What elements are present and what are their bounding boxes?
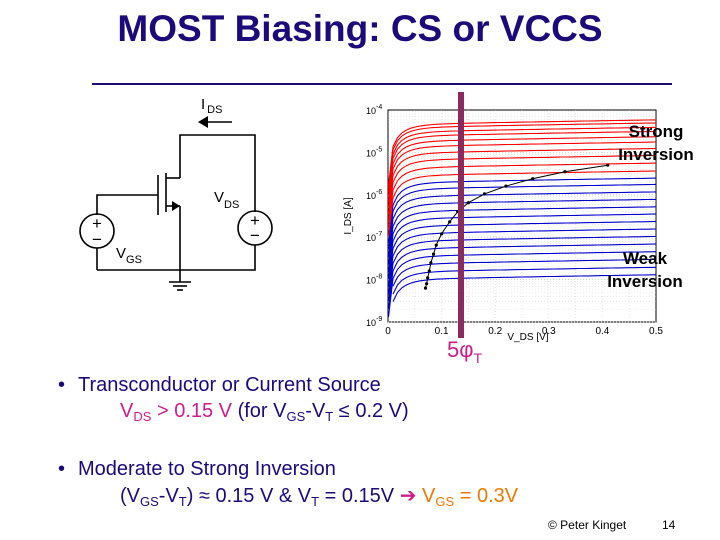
saturation-boundary	[425, 164, 608, 289]
iv-curve	[387, 162, 657, 229]
plot-ticks: 0 0.1 0.2 0.3 0.4 0.5 10-9 10-8 10-7 10-6 10-5 10-4	[366, 104, 663, 337]
drain-wire	[179, 134, 256, 212]
boundary-marker	[531, 177, 535, 181]
boundary-marker	[429, 261, 433, 265]
vgs-plus-sign: +	[92, 214, 102, 233]
iv-curve	[387, 191, 657, 258]
iv-curve	[387, 141, 657, 208]
vds-plus-sign: +	[250, 211, 260, 230]
x-axis-label: V_DS [V]	[507, 332, 548, 343]
iv-curve	[387, 243, 656, 310]
y-tick-label: 10-4	[366, 104, 382, 116]
x-tick-label: 0	[385, 326, 391, 337]
boundary-marker	[563, 170, 567, 174]
iv-curve	[392, 274, 656, 302]
bullet-marker-1: •	[58, 374, 66, 396]
boundary-marker	[606, 163, 610, 167]
y-tick-label: 10-7	[366, 231, 382, 243]
iv-curve	[387, 235, 656, 302]
x-tick-label: 0.5	[649, 326, 663, 337]
x-tick-label: 0.1	[435, 326, 449, 337]
arrow-icon: ➔	[399, 485, 417, 507]
iv-curve	[387, 136, 657, 202]
weak-label-2: Inversion	[607, 272, 683, 291]
page-number: 14	[662, 518, 676, 532]
iv-curve	[387, 183, 657, 250]
slide-title: MOST Biasing: CS or VCCS	[117, 8, 603, 49]
iv-curve	[387, 228, 657, 295]
bullet-2-line-1: Moderate to Strong Inversion	[78, 458, 336, 480]
boundary-marker	[431, 252, 436, 256]
vds-minus-sign: −	[250, 226, 260, 245]
iv-curve	[387, 154, 657, 221]
y-tick-label: 10-6	[366, 189, 382, 201]
y-tick-label: 10-9	[366, 316, 382, 328]
iv-curve	[387, 122, 657, 189]
bullet-2-line-2: (VGS-VT) ≈ 0.15 V & VT = 0.15V ➔ VGS = 0…	[120, 485, 519, 509]
weak-label-1: Weak	[623, 249, 668, 268]
y-tick-label: 10-5	[366, 146, 382, 158]
footer-credit: © Peter Kinget	[548, 518, 627, 532]
boundary-marker	[423, 286, 428, 290]
bullet-1-line-1: Transconductor or Current Source	[78, 374, 381, 396]
iv-curve	[387, 206, 657, 273]
boundary-marker	[427, 269, 431, 273]
five-phi-t-label: 5φT	[447, 337, 483, 366]
boundary-marker	[424, 282, 429, 286]
boundary-marker	[448, 220, 452, 224]
iv-curve	[392, 258, 657, 287]
iv-curve	[387, 198, 656, 265]
iv-curve	[387, 147, 657, 214]
iv-curve	[387, 126, 657, 193]
y-axis-label: I_DS [A]	[343, 197, 354, 234]
strong-label-2: Inversion	[618, 145, 694, 164]
vgs-source	[79, 213, 115, 249]
iv-curve	[392, 266, 657, 295]
x-tick-label: 0.3	[542, 326, 556, 337]
boundary-marker	[482, 192, 487, 196]
plot-markers	[423, 163, 610, 290]
title-rule	[92, 83, 672, 85]
vds-source	[237, 210, 273, 246]
iv-curve	[387, 220, 657, 287]
x-tick-label: 0.2	[488, 326, 502, 337]
vgs-minus-sign: −	[92, 230, 102, 249]
gate-wire	[96, 194, 158, 215]
ids-arrow-icon	[198, 116, 208, 128]
bullet-marker-2: •	[58, 458, 66, 480]
boundary-marker	[504, 184, 508, 188]
strong-label-1: Strong	[629, 122, 684, 141]
iv-curve	[387, 170, 657, 237]
iv-curve	[387, 177, 657, 244]
iv-curve	[387, 119, 656, 186]
boundary-marker	[440, 232, 444, 236]
x-tick-label: 0.4	[595, 326, 609, 337]
boundary-marker	[466, 201, 470, 205]
iv-curve	[387, 213, 656, 280]
vds-label: VDS	[214, 189, 239, 211]
iv-curve	[387, 130, 657, 197]
ids-label: I DS	[201, 96, 222, 116]
bullet-1-line-2: VDS > 0.15 V (for VGS-VT ≤ 0.2 V)	[120, 400, 409, 424]
vgs-label: VGS	[116, 245, 142, 266]
boundary-marker	[434, 243, 438, 247]
ground-rail	[97, 245, 256, 271]
y-tick-label: 10-8	[366, 274, 382, 286]
boundary-marker	[426, 276, 430, 280]
source-arrow	[172, 201, 180, 211]
